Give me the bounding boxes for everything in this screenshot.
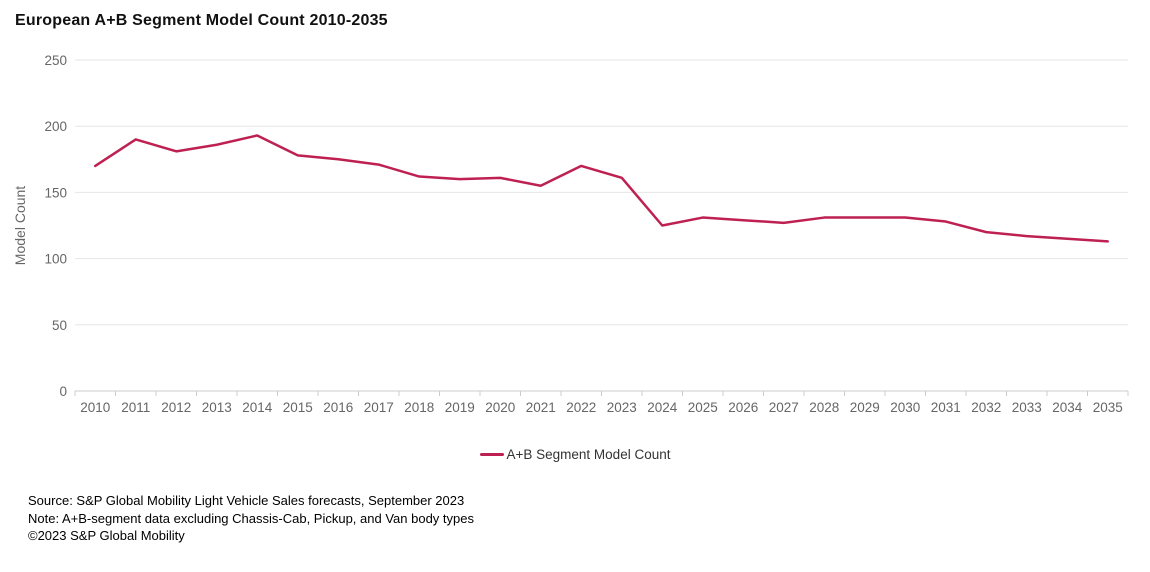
x-tick-label: 2017 <box>364 400 394 415</box>
x-tick-label: 2025 <box>688 400 718 415</box>
x-tick-label: 2010 <box>80 400 110 415</box>
y-tick-label: 100 <box>44 252 67 267</box>
x-tick-label: 2011 <box>121 400 150 415</box>
x-tick-label: 2022 <box>566 400 596 415</box>
legend: A+B Segment Model Count <box>0 447 1150 462</box>
legend-line-swatch-icon <box>479 453 504 456</box>
x-tick-label: 2018 <box>404 400 434 415</box>
x-tick-label: 2015 <box>283 400 313 415</box>
x-tick-label: 2034 <box>1052 400 1083 415</box>
line-chart-plot: 0 50 100 150 200 250 2010 2011 2012 2013 2014 2015 2… <box>12 53 1129 415</box>
footer-copyright-line: ©2023 S&P Global Mobility <box>28 528 185 543</box>
x-tick-label: 2023 <box>607 400 637 415</box>
y-tick-label: 0 <box>59 384 67 399</box>
x-tick-label: 2026 <box>728 400 758 415</box>
x-tick-label: 2013 <box>202 400 232 415</box>
y-tick-label: 200 <box>44 119 67 134</box>
x-tick-label: 2019 <box>445 400 475 415</box>
x-tick-label: 2030 <box>890 400 920 415</box>
x-tick-label: 2020 <box>485 400 515 415</box>
x-tick-label: 2033 <box>1012 400 1042 415</box>
legend-label: A+B Segment Model Count <box>506 447 671 462</box>
x-tick-label: 2024 <box>647 400 678 415</box>
chart-title: European A+B Segment Model Count 2010-20… <box>15 12 388 29</box>
x-tick-label: 2014 <box>242 400 273 415</box>
x-tick-label: 2028 <box>809 400 839 415</box>
y-tick-label: 150 <box>44 185 67 200</box>
x-tick-label: 2027 <box>769 400 799 415</box>
x-tick-label: 2016 <box>323 400 353 415</box>
y-tick-label: 50 <box>52 318 67 333</box>
x-tick-label: 2031 <box>931 400 961 415</box>
footer-source-line: Source: S&P Global Mobility Light Vehicl… <box>28 493 465 508</box>
y-axis-title: Model Count <box>12 186 28 265</box>
x-tick-label: 2012 <box>161 400 191 415</box>
x-tick-label: 2021 <box>526 400 556 415</box>
footer-note-line: Note: A+B-segment data excluding Chassis… <box>28 510 474 526</box>
x-tick-label: 2029 <box>850 400 880 415</box>
footer: Source: S&P Global Mobility Light Vehicl… <box>28 492 474 545</box>
series-line-ab-segment <box>94 134 1109 243</box>
x-tick-label: 2035 <box>1093 400 1123 415</box>
x-tick-label: 2032 <box>971 400 1001 415</box>
legend-item-ab-segment[interactable]: A+B Segment Model Count <box>479 447 671 462</box>
y-tick-label: 250 <box>44 53 67 68</box>
